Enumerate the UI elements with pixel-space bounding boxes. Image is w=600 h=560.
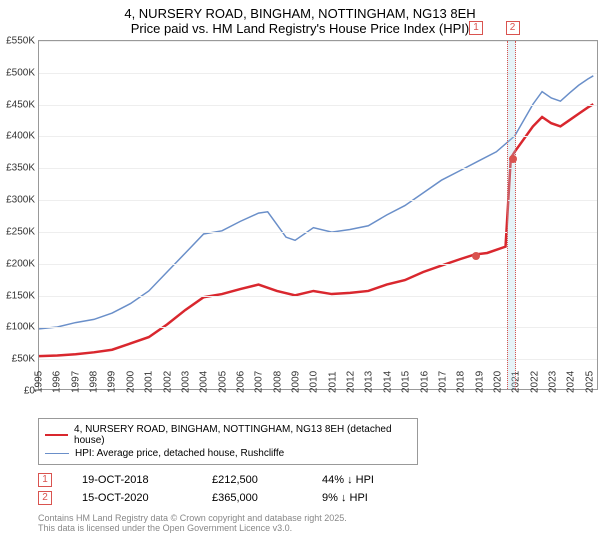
chart-title: 4, NURSERY ROAD, BINGHAM, NOTTINGHAM, NG… [0,0,600,21]
footer-line: This data is licensed under the Open Gov… [38,523,600,533]
footer-attribution: Contains HM Land Registry data © Crown c… [38,513,600,533]
x-axis-label: 2022 [529,371,540,393]
transaction-row: 1 19-OCT-2018 £212,500 44% ↓ HPI [38,471,600,489]
transaction-row: 2 15-OCT-2020 £365,000 9% ↓ HPI [38,489,600,507]
x-axis-label: 1997 [70,371,81,393]
x-axis-label: 2018 [456,371,467,393]
transaction-price: £212,500 [212,474,292,486]
transaction-price: £365,000 [212,492,292,504]
y-axis-label: £250K [6,226,35,237]
legend-item: HPI: Average price, detached house, Rush… [45,447,411,460]
y-axis-label: £500K [6,67,35,78]
y-axis-label: £50K [12,354,35,365]
x-axis-label: 2007 [254,371,265,393]
x-axis-label: 2011 [327,371,338,393]
x-axis-label: 2010 [309,371,320,393]
transaction-date: 15-OCT-2020 [82,492,182,504]
transaction-marker: 1 [38,473,52,487]
y-axis-label: £350K [6,163,35,174]
x-axis-label: 2009 [291,371,302,393]
marker-label: 1 [469,21,483,35]
x-axis-label: 1999 [107,371,118,393]
transaction-date: 19-OCT-2018 [82,474,182,486]
x-axis-label: 2013 [364,371,375,393]
x-axis-label: 2016 [419,371,430,393]
transaction-delta: 44% ↓ HPI [322,474,374,486]
x-axis-label: 1995 [34,371,45,393]
legend-swatch [45,434,68,436]
x-axis-label: 2000 [125,371,136,393]
x-axis-label: 2004 [199,371,210,393]
x-axis-label: 2024 [566,371,577,393]
x-axis-label: 2005 [217,371,228,393]
x-axis-label: 1996 [52,371,63,393]
x-axis-label: 2006 [235,371,246,393]
y-axis-label: £300K [6,195,35,206]
x-axis-label: 2002 [162,371,173,393]
marker-dot [472,252,480,260]
marker-label: 2 [506,21,520,35]
y-axis-label: £200K [6,258,35,269]
legend-label: 4, NURSERY ROAD, BINGHAM, NOTTINGHAM, NG… [74,424,411,446]
x-axis-label: 2003 [180,371,191,393]
marker-dot [509,155,517,163]
x-axis-label: 2025 [584,371,595,393]
x-axis-label: 1998 [89,371,100,393]
x-axis-label: 2023 [548,371,559,393]
y-axis-label: £550K [6,36,35,47]
transactions-table: 1 19-OCT-2018 £212,500 44% ↓ HPI 2 15-OCT-202… [38,471,600,507]
y-axis-label: £100K [6,322,35,333]
chart-legend: 4, NURSERY ROAD, BINGHAM, NOTTINGHAM, NG… [38,418,418,465]
x-axis-label: 2001 [144,371,155,393]
x-axis-label: 2012 [346,371,357,393]
legend-label: HPI: Average price, detached house, Rush… [75,448,284,459]
highlight-band [507,41,516,389]
legend-item: 4, NURSERY ROAD, BINGHAM, NOTTINGHAM, NG… [45,423,411,447]
transaction-marker: 2 [38,491,52,505]
y-axis-label: £400K [6,131,35,142]
y-axis-label: £450K [6,99,35,110]
transaction-delta: 9% ↓ HPI [322,492,368,504]
x-axis-label: 2017 [437,371,448,393]
legend-swatch [45,453,69,454]
y-axis-label: £150K [6,290,35,301]
x-axis-label: 2020 [493,371,504,393]
footer-line: Contains HM Land Registry data © Crown c… [38,513,600,523]
x-axis-label: 2019 [474,371,485,393]
x-axis-label: 2015 [401,371,412,393]
x-axis-label: 2014 [382,371,393,393]
chart-plot-area: £0£50K£100K£150K£200K£250K£300K£350K£400… [38,40,598,390]
x-axis-label: 2008 [272,371,283,393]
